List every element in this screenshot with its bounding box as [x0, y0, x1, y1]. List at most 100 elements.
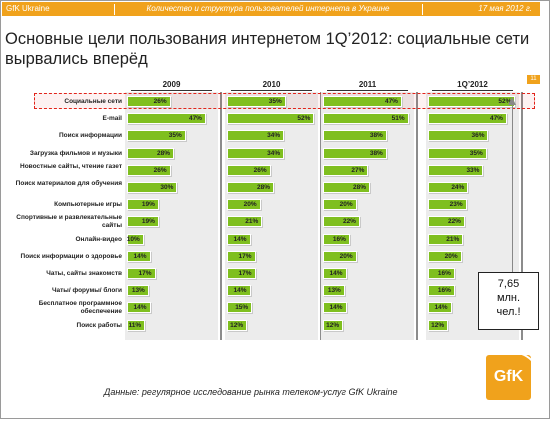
data-label: 19%	[141, 201, 155, 209]
category-label: Поиск информации о здоровье	[20, 252, 122, 260]
data-bar	[127, 164, 171, 176]
data-label: 20%	[243, 201, 257, 209]
data-label: 16%	[437, 270, 451, 277]
data-bar	[323, 164, 369, 176]
data-label: 13%	[131, 287, 145, 295]
data-bar	[428, 319, 449, 331]
panel-separator	[416, 92, 418, 340]
data-label: 52%	[498, 98, 512, 105]
year-label: 1Q’2012	[457, 80, 488, 89]
data-bar	[323, 147, 387, 159]
callout-arrow	[512, 104, 513, 272]
year-label: 2011	[358, 80, 377, 89]
header-date: 17 мая 2012 г.	[478, 4, 532, 13]
data-bar	[323, 130, 387, 142]
data-bar	[227, 182, 275, 193]
data-label: 38%	[369, 149, 383, 157]
data-label: 21%	[446, 235, 460, 243]
data-label: 19%	[141, 218, 155, 226]
header-divider	[114, 4, 115, 15]
data-bar	[127, 113, 206, 125]
category-label: Чаты/ форумы/ блоги	[51, 287, 122, 295]
data-bar	[127, 130, 186, 142]
year-underline	[327, 90, 408, 91]
data-label: 34%	[267, 149, 281, 157]
data-bar	[428, 113, 507, 125]
header-bar: GfK Ukraine Количество и структура польз…	[2, 2, 540, 16]
slide-title: Основные цели пользования интернетом 1Q’…	[5, 30, 530, 68]
data-label: 12%	[326, 321, 340, 329]
category-label: Спортивные и развлекательные сайты	[16, 214, 122, 229]
year-underline	[231, 90, 312, 91]
data-bar	[127, 199, 159, 211]
data-label: 20%	[339, 201, 353, 209]
header-brand: GfK Ukraine	[6, 4, 50, 13]
category-label: Социальные сети	[64, 98, 122, 105]
data-label: 11%	[128, 321, 142, 329]
source-footnote: Данные: регулярное исследование рынка те…	[104, 387, 398, 397]
data-bar	[127, 319, 146, 331]
data-bar	[323, 199, 357, 211]
data-label: 28%	[157, 149, 171, 157]
data-label: 14%	[133, 304, 147, 312]
callout-value: 7,65	[497, 278, 520, 290]
data-bar	[428, 147, 487, 159]
data-bar	[428, 285, 455, 297]
page-number: 11	[527, 75, 540, 84]
category-label: Загрузка фильмов и музыки	[29, 149, 122, 157]
callout-unit: млн.	[496, 292, 521, 304]
data-bar	[127, 233, 144, 245]
data-bar	[428, 130, 489, 142]
data-label: 14%	[329, 270, 343, 277]
panel-separator	[521, 92, 523, 340]
data-label: 14%	[133, 252, 147, 260]
category-label: Новостные сайты, чтение газет	[20, 162, 122, 170]
users-callout: 7,65 млн. чел.!	[478, 272, 539, 330]
data-bar	[428, 268, 455, 279]
data-bar	[323, 285, 345, 297]
data-label: 14%	[233, 235, 247, 243]
data-label: 16%	[332, 235, 346, 243]
data-label: 17%	[138, 270, 152, 277]
data-bar	[227, 130, 285, 142]
data-label: 52%	[297, 115, 311, 123]
data-bar	[428, 302, 452, 314]
data-label: 14%	[329, 304, 343, 312]
data-bar	[323, 96, 402, 107]
gfk-logo: GfK	[470, 339, 550, 422]
data-bar	[127, 268, 156, 279]
data-bar	[323, 182, 371, 193]
data-bar	[227, 233, 251, 245]
data-bar	[227, 285, 251, 297]
data-bar	[428, 216, 465, 228]
data-bar	[127, 250, 151, 262]
data-label: 23%	[449, 201, 463, 209]
data-label: 20%	[444, 252, 458, 260]
data-label: 51%	[391, 115, 405, 123]
data-label: 36%	[471, 132, 485, 140]
data-bar	[227, 302, 253, 314]
year-label: 2009	[162, 80, 181, 89]
data-label: 17%	[238, 252, 252, 260]
data-bar	[227, 164, 271, 176]
data-label: 12%	[230, 321, 244, 329]
data-label: 30%	[160, 184, 174, 191]
callout-unit-people: чел.!	[496, 306, 521, 318]
data-label: 47%	[489, 115, 503, 123]
data-label: 12%	[431, 321, 445, 329]
data-label: 10%	[126, 235, 140, 243]
data-bar	[227, 96, 286, 107]
data-label: 20%	[339, 252, 353, 260]
callout-arrowhead	[508, 97, 516, 105]
data-bar	[227, 113, 315, 125]
data-bar	[127, 216, 159, 228]
data-bar	[323, 113, 409, 125]
category-label: Бесплатное программное обеспечение	[38, 300, 122, 315]
data-label: 47%	[188, 115, 202, 123]
data-label: 17%	[238, 270, 252, 277]
category-label: Поиск работы	[76, 321, 122, 329]
data-bar	[227, 319, 248, 331]
category-label: Поиск информации	[58, 132, 122, 140]
category-label: Онлайн-видео	[75, 235, 122, 243]
data-bar	[127, 302, 151, 314]
